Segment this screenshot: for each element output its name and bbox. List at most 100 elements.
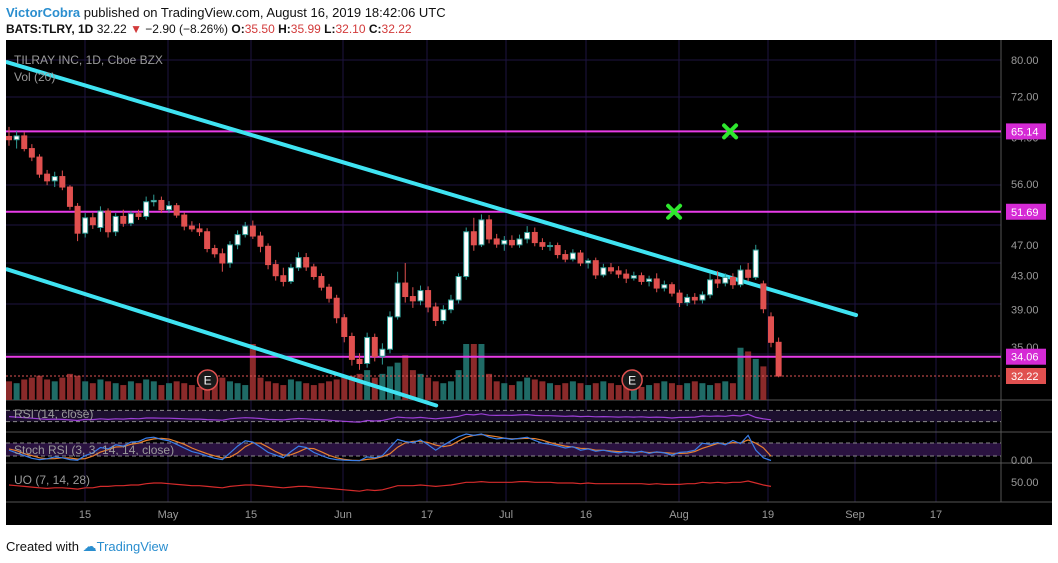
close-label: C: xyxy=(368,22,382,36)
candle-body xyxy=(280,275,287,282)
uo-tick-label: 50.00 xyxy=(1011,477,1039,489)
volume-bar xyxy=(486,373,493,400)
volume-bar xyxy=(173,381,180,400)
volume-bar xyxy=(143,379,150,400)
y-tick-label: 43.00 xyxy=(1011,271,1039,283)
volume-bar xyxy=(447,381,454,400)
volume-bar xyxy=(539,381,546,400)
volume-bar xyxy=(707,385,714,400)
candle-body xyxy=(219,253,226,264)
volume-bar xyxy=(684,383,691,400)
volume-bar xyxy=(493,381,500,400)
candle-body xyxy=(447,299,454,311)
candle-body xyxy=(158,199,165,211)
candle-body xyxy=(21,135,28,150)
candle-body xyxy=(51,176,58,182)
tradingview-brand-link[interactable]: TradingView xyxy=(96,539,169,554)
candle-body xyxy=(387,316,393,350)
x-axis-labels: 15 May 15 Jun 17 Jul 16 Aug 19 Sep 17 xyxy=(79,509,942,521)
candle-body xyxy=(66,186,73,207)
candle-body xyxy=(402,282,409,298)
volume-bar xyxy=(265,381,272,400)
high-value: 35.99 xyxy=(290,22,321,36)
volume-bar xyxy=(455,370,462,400)
candle-body xyxy=(6,135,12,141)
level-tag: 34.06 xyxy=(1011,352,1039,364)
candle-body xyxy=(417,290,424,302)
volume-bar xyxy=(760,366,767,400)
volume-bar xyxy=(356,373,363,400)
candle-body xyxy=(547,245,554,248)
volume-bar xyxy=(409,370,416,400)
candle-body xyxy=(745,269,752,278)
candle-body xyxy=(303,257,310,268)
candle-body xyxy=(105,210,112,233)
volume-bar xyxy=(105,381,112,400)
candle-body xyxy=(486,219,493,240)
last-price-tag-bg xyxy=(1006,368,1046,384)
candle-body xyxy=(653,278,660,289)
volume-bar xyxy=(280,385,287,400)
candle-body xyxy=(729,276,736,286)
candle-body xyxy=(211,248,218,255)
chart-title: TILRAY INC, 1D, Cboe BZX xyxy=(14,53,163,67)
candle-body xyxy=(181,214,188,227)
x-tick-label: 16 xyxy=(580,509,592,521)
volume-bar xyxy=(89,383,96,400)
candle-body xyxy=(295,257,302,269)
target-markers xyxy=(666,123,739,220)
candle-body xyxy=(768,316,774,343)
candle-body xyxy=(478,219,485,246)
volume-bar xyxy=(249,344,256,400)
candle-body xyxy=(562,254,569,260)
candle-body xyxy=(676,292,683,304)
author-link[interactable]: VictorCobra xyxy=(6,5,81,20)
candle-body xyxy=(333,297,340,319)
open-label: O: xyxy=(231,22,245,36)
high-label: H: xyxy=(278,22,291,36)
candle-body xyxy=(196,228,203,233)
channel-line xyxy=(6,60,859,318)
candle-body xyxy=(524,231,531,240)
volume-bar xyxy=(501,383,508,400)
volume-bar xyxy=(569,381,576,400)
candle-body xyxy=(143,201,150,217)
volume-bar xyxy=(242,385,249,400)
uo-line xyxy=(8,480,772,492)
volume-bar xyxy=(387,366,393,400)
candle-body xyxy=(150,199,157,203)
candle-body xyxy=(36,156,43,175)
candle-body xyxy=(600,267,607,276)
x-tick-label: Jul xyxy=(499,509,513,521)
volume-bar xyxy=(66,373,73,400)
volume-bar xyxy=(524,377,531,400)
candle-body xyxy=(501,239,508,245)
candle-body xyxy=(120,215,127,224)
volume-bar xyxy=(417,373,424,400)
candle-body xyxy=(188,225,195,230)
candle-body xyxy=(752,249,759,278)
stoch-band xyxy=(6,443,1001,456)
y-tick-label: 39.00 xyxy=(1011,305,1039,317)
grid xyxy=(6,40,1052,503)
volume-bar xyxy=(97,379,104,400)
level-tag-bg xyxy=(1006,123,1046,140)
volume-bar xyxy=(82,381,89,400)
volume-bar xyxy=(394,362,401,400)
volume-bar xyxy=(729,383,736,400)
open-value: 35.50 xyxy=(244,22,275,36)
y-tick-label: 56.00 xyxy=(1011,179,1039,191)
volume-bar xyxy=(562,383,569,400)
candle-body xyxy=(13,135,20,141)
candle-body xyxy=(272,264,279,277)
last-price-tag: 32.22 xyxy=(1011,371,1039,383)
candle-body xyxy=(127,213,134,224)
candle-body xyxy=(722,276,729,284)
volume-bar xyxy=(127,381,134,400)
volume-bar xyxy=(661,381,668,400)
candle-body xyxy=(166,205,173,211)
volume-bar xyxy=(74,375,81,400)
volume-bar xyxy=(623,383,630,400)
